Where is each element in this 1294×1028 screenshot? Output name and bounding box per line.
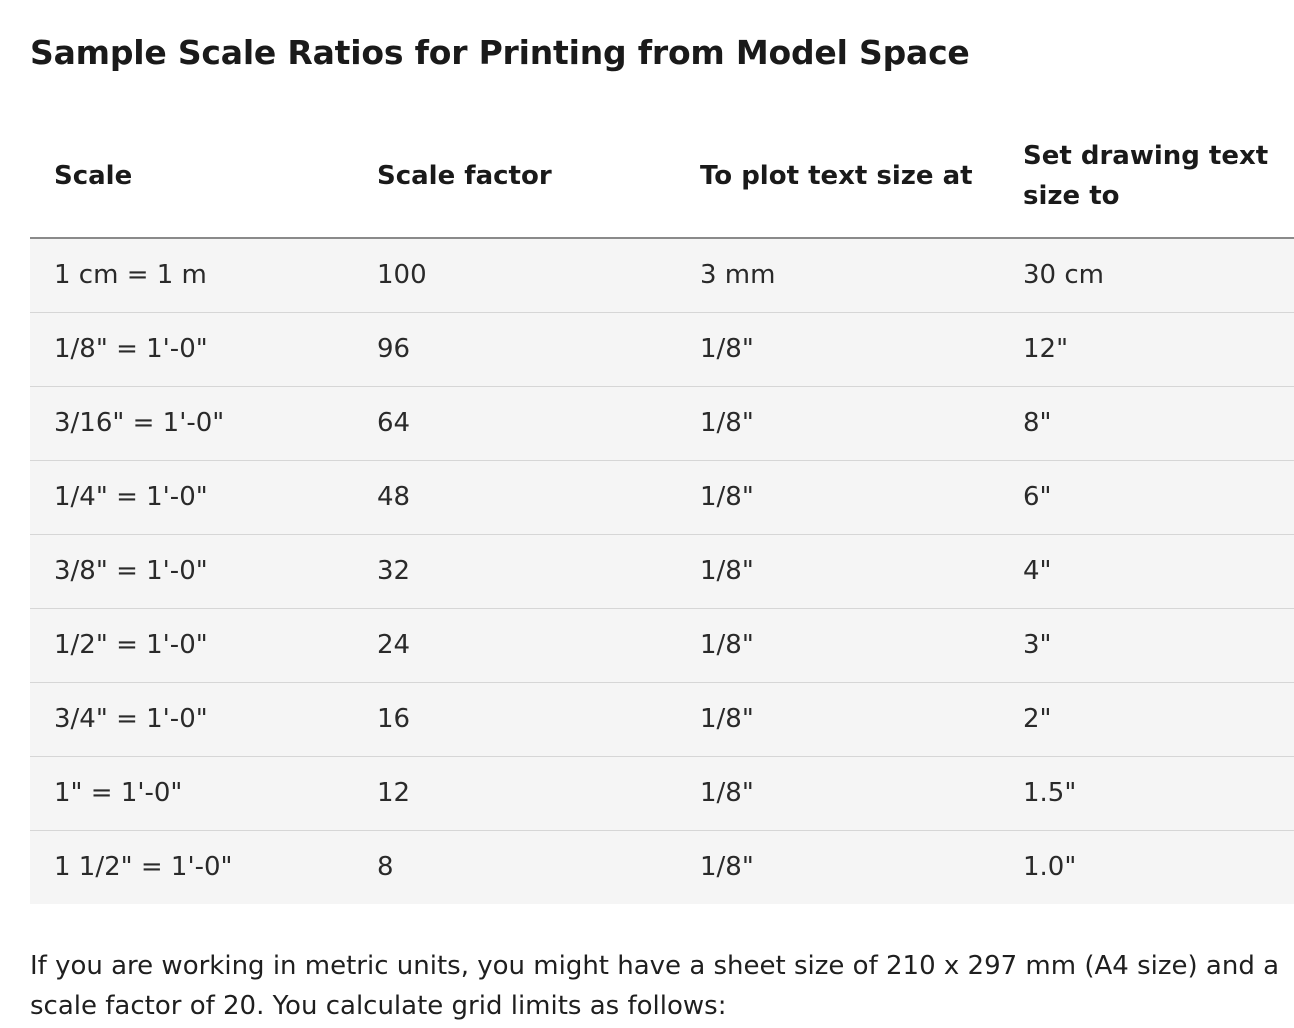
cell-scale-factor: 96 <box>377 334 411 364</box>
header-plot-text-size: To plot text size at <box>700 160 973 191</box>
cell-plot-text-size: 1/8" <box>700 334 754 364</box>
cell-drawing-text-size: 1.5" <box>1023 778 1077 808</box>
cell-scale: 3/8" = 1'-0" <box>54 556 208 586</box>
cell-plot-text-size: 1/8" <box>700 556 754 586</box>
table-body: 1 cm = 1 m 100 3 mm 30 cm 1/8" = 1'-0" 9… <box>30 238 1294 904</box>
table-row: 3/4" = 1'-0" 16 1/8" 2" <box>30 682 1294 756</box>
cell-scale: 1/4" = 1'-0" <box>54 482 208 512</box>
table-row: 1/4" = 1'-0" 48 1/8" 6" <box>30 460 1294 534</box>
cell-scale: 1/8" = 1'-0" <box>54 334 208 364</box>
cell-scale-factor: 64 <box>377 408 411 438</box>
cell-scale: 3/4" = 1'-0" <box>54 704 208 734</box>
scale-ratios-table: Scale Scale factor To plot text size at … <box>30 114 1294 904</box>
cell-drawing-text-size: 12" <box>1023 334 1069 364</box>
table-row: 1" = 1'-0" 12 1/8" 1.5" <box>30 756 1294 830</box>
cell-plot-text-size: 1/8" <box>700 482 754 512</box>
cell-scale-factor: 8 <box>377 852 394 883</box>
table-row: 1 1/2" = 1'-0" 8 1/8" 1.0" <box>30 830 1294 904</box>
cell-scale: 1 cm = 1 m <box>54 260 207 291</box>
table-row: 1 cm = 1 m 100 3 mm 30 cm <box>30 238 1294 312</box>
cell-scale-factor: 12 <box>377 778 411 808</box>
cell-drawing-text-size: 1.0" <box>1023 852 1077 883</box>
header-scale: Scale <box>54 160 133 191</box>
cell-plot-text-size: 3 mm <box>700 260 776 291</box>
page-title: Sample Scale Ratios for Printing from Mo… <box>30 33 970 72</box>
cell-plot-text-size: 1/8" <box>700 704 754 734</box>
cell-drawing-text-size: 2" <box>1023 704 1052 734</box>
cell-drawing-text-size: 30 cm <box>1023 260 1104 291</box>
cell-scale-factor: 100 <box>377 260 427 291</box>
cell-scale: 3/16" = 1'-0" <box>54 408 225 438</box>
table-row: 3/8" = 1'-0" 32 1/8" 4" <box>30 534 1294 608</box>
header-drawing-text-size: Set drawing text size to <box>1023 140 1269 211</box>
table-row: 1/8" = 1'-0" 96 1/8" 12" <box>30 312 1294 386</box>
cell-drawing-text-size: 8" <box>1023 408 1052 438</box>
cell-scale: 1/2" = 1'-0" <box>54 630 208 660</box>
cell-scale-factor: 24 <box>377 630 411 660</box>
cell-scale: 1 1/2" = 1'-0" <box>54 852 233 883</box>
body-paragraph: If you are working in metric units, you … <box>30 951 1280 1021</box>
header-scale-factor: Scale factor <box>377 160 552 191</box>
table-header-row: Scale Scale factor To plot text size at … <box>30 114 1294 238</box>
cell-drawing-text-size: 4" <box>1023 556 1052 586</box>
cell-scale-factor: 16 <box>377 704 411 734</box>
table-row: 1/2" = 1'-0" 24 1/8" 3" <box>30 608 1294 682</box>
cell-drawing-text-size: 3" <box>1023 630 1052 660</box>
cell-plot-text-size: 1/8" <box>700 778 754 808</box>
cell-scale: 1" = 1'-0" <box>54 778 183 808</box>
table-row: 3/16" = 1'-0" 64 1/8" 8" <box>30 386 1294 460</box>
cell-plot-text-size: 1/8" <box>700 408 754 438</box>
cell-drawing-text-size: 6" <box>1023 482 1052 512</box>
cell-plot-text-size: 1/8" <box>700 630 754 660</box>
cell-plot-text-size: 1/8" <box>700 852 754 883</box>
cell-scale-factor: 48 <box>377 482 411 512</box>
cell-scale-factor: 32 <box>377 556 411 586</box>
